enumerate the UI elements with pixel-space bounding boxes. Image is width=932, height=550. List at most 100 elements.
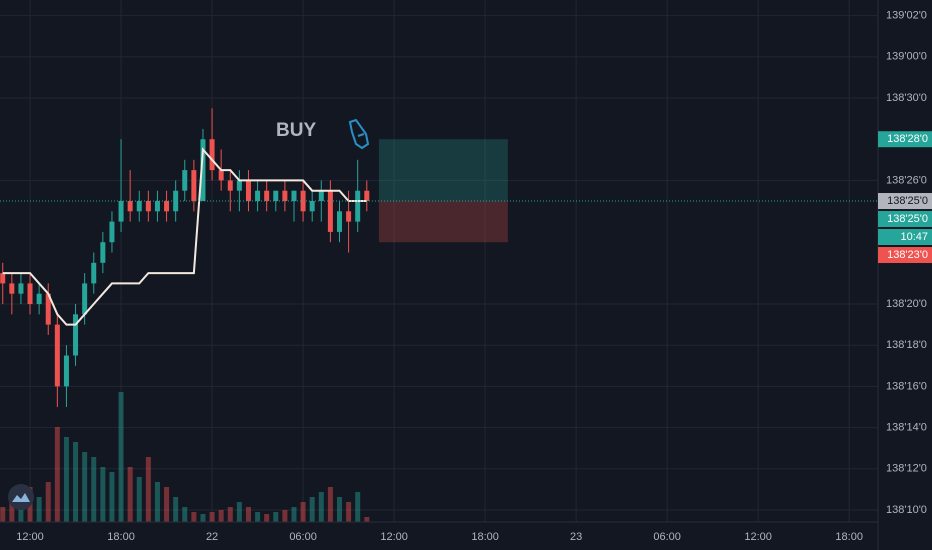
countdown-badge-bg [878,229,932,246]
candle-body [282,190,288,202]
price-badge: 138'25'0 [887,213,928,225]
candle-body [227,180,233,191]
countdown-badge: 10:47 [900,231,928,243]
candle-body [100,242,106,263]
x-tick-label: 18:00 [107,531,135,543]
volume-bar [100,467,106,522]
candle-body [109,221,115,243]
volume-bar [300,502,306,522]
y-tick-label: 139'02'0 [886,10,927,22]
candle-body [9,283,15,294]
volume-bar [273,512,279,522]
volume-bar [0,507,6,522]
y-tick-label: 138'18'0 [886,339,927,351]
y-tick-label: 138'20'0 [886,298,927,310]
volume-bar [91,457,97,522]
y-tick-label: 138'12'0 [886,463,927,475]
volume-bar [309,497,315,522]
x-tick-label: 06:00 [653,531,681,543]
logo [8,484,34,510]
loss-zone [378,201,508,243]
volume-bar [45,482,51,522]
x-tick-label: 12:00 [380,531,408,543]
volume-bar [346,502,352,522]
candle-body [173,190,179,212]
y-tick-label: 138'30'0 [886,92,927,104]
candle-body [327,190,333,232]
volume-bar [173,497,179,522]
candle-body [154,201,160,212]
volume-bar [118,392,124,522]
volume-bar [54,427,60,522]
volume-bar [236,502,242,522]
price-badge-bg [878,211,932,228]
candle-body [0,273,6,284]
volume-bar [164,487,170,522]
volume-bar [364,517,370,522]
candle-body [346,211,352,222]
x-tick-label: 12:00 [16,531,44,543]
price-badge: 138'23'0 [887,249,928,261]
candle-body [336,211,342,232]
grid [0,0,878,522]
volume-bar [318,492,324,522]
moving-average [2,147,367,326]
x-tick-label: 22 [206,531,218,543]
candle-body [236,180,242,191]
volume-bar [136,477,142,522]
candle-body [273,190,279,202]
volume-bar [109,472,115,522]
candle-body [355,190,361,222]
volume-bar [209,512,215,522]
volume-bar [9,497,15,522]
volume-bar [73,442,79,522]
candle-body [36,293,42,305]
candle-body [18,283,24,294]
y-tick-label: 138'14'0 [886,422,927,434]
volume-bar [191,512,197,522]
volume-bar [36,497,42,522]
price-badge-bg [878,247,932,264]
candle-body [245,180,251,202]
candle-body [318,190,324,202]
volume-bar [154,482,160,522]
candle-body [264,190,270,202]
y-tick-label: 139'00'0 [886,51,927,63]
candle-body [91,262,97,284]
candle-body [191,170,197,202]
volume-bar [291,507,297,522]
candle-body [127,201,133,212]
volume-bar [245,507,251,522]
y-tick-label: 138'26'0 [886,174,927,186]
candle-body [309,201,315,212]
candle-body [255,190,261,202]
candle-body [45,293,51,325]
volume-bar [145,457,151,522]
candle-body [364,190,370,202]
volume-bar [264,514,270,522]
y-tick-label: 138'16'0 [886,380,927,392]
volume-bar [336,497,342,522]
candle-body [164,201,170,212]
plot [0,108,878,522]
price-badge-bg [878,131,932,148]
axes: 139'02'0 139'00'0 138'30'0 138'26'0 138'20'0… [16,10,932,543]
volume-bar [82,452,88,522]
candle-body [27,283,33,305]
candle-body [118,201,124,222]
candle-body [73,314,79,356]
volume-bar [327,487,333,522]
volume-bar [127,467,133,522]
y-tick-label: 138'10'0 [886,504,927,516]
volume-bar [255,512,261,522]
volume-bar [18,502,24,522]
buy-annotation: BUY [276,120,316,141]
candle-body [54,324,60,387]
volume-bar [200,514,206,522]
x-tick-label: 18:00 [471,531,499,543]
x-tick-label: 12:00 [744,531,772,543]
volume-bar [227,507,233,522]
candle-body [182,170,188,191]
volume-bar [182,507,188,522]
